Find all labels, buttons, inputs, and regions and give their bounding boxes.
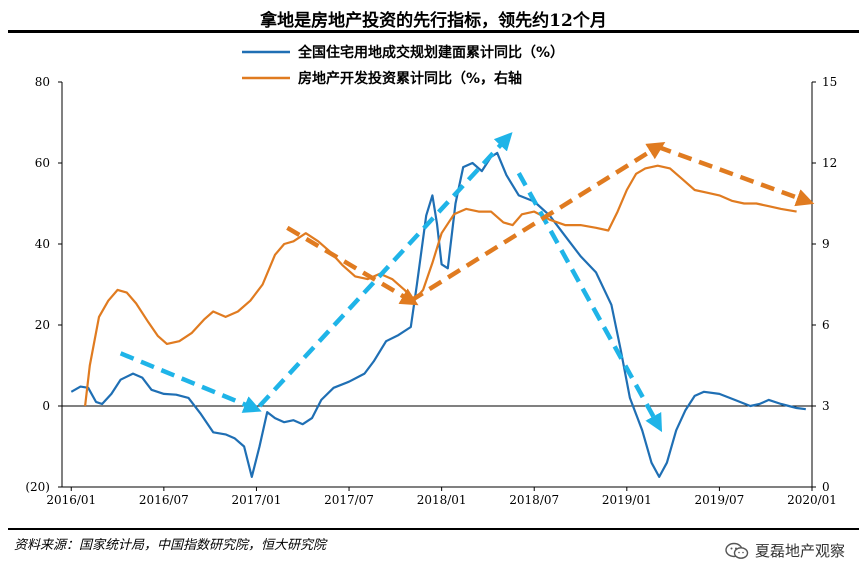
left-axis-tick-label: 20 xyxy=(35,318,50,332)
trend-arrow-blue xyxy=(257,132,513,408)
chart-title: 拿地是房地产投资的先行指标，领先约12个月 xyxy=(260,11,607,31)
source-note: 资料来源：国家统计局，中国指数研究院，恒大研究院 xyxy=(14,538,327,553)
series-investment-line xyxy=(84,164,797,407)
x-axis-tick-label: 2016/07 xyxy=(139,493,189,507)
right-axis-tick-label: 6 xyxy=(822,318,830,332)
right-axis-tick-label: 3 xyxy=(822,399,830,413)
legend-label: 房地产开发投资累计同比（%，右轴 xyxy=(298,70,522,87)
x-axis-tick-label: 2018/01 xyxy=(417,493,467,507)
trend-arrow-orange xyxy=(656,144,815,207)
wechat-icon xyxy=(725,542,749,559)
left-axis-tick-label: 0 xyxy=(42,399,50,413)
top-rule xyxy=(8,30,859,33)
right-axis-tick-label: 0 xyxy=(822,480,830,494)
x-axis-tick-label: 2019/01 xyxy=(602,493,652,507)
x-axis-tick-label: 2017/07 xyxy=(324,493,374,507)
right-axis-tick-label: 9 xyxy=(822,237,830,251)
watermark-text: 夏磊地产观察 xyxy=(754,542,845,560)
x-axis-tick-label: 2018/07 xyxy=(509,493,559,507)
left-axis-tick-label: 60 xyxy=(35,156,50,170)
left-axis-tick-label: 40 xyxy=(35,237,50,251)
trend-arrow-blue xyxy=(119,351,262,413)
right-axis-tick-label: 15 xyxy=(822,75,837,89)
trend-arrow-blue xyxy=(516,172,663,433)
bottom-rule xyxy=(8,528,859,530)
watermark: 夏磊地产观察 xyxy=(725,540,845,561)
x-axis-tick-label: 2020/01 xyxy=(787,493,837,507)
line-chart: (20) 0 20 40 60 80 0 3 6 9 12 15 2016/01 2016/07 2017/… xyxy=(25,44,837,507)
right-axis-tick-label: 12 xyxy=(822,156,837,170)
trend-arrow-orange xyxy=(409,142,666,303)
legend-label: 全国住宅用地成交规划建面累计同比（%） xyxy=(297,44,564,61)
series-land-transaction-line xyxy=(70,151,806,478)
x-axis-tick-label: 2016/01 xyxy=(46,493,96,507)
trend-arrow-orange xyxy=(286,225,419,306)
x-axis-tick-label: 2017/01 xyxy=(232,493,282,507)
x-axis-tick-label: 2019/07 xyxy=(694,493,744,507)
left-axis-tick-label: 80 xyxy=(35,75,50,89)
left-axis-tick-label: (20) xyxy=(25,480,50,494)
